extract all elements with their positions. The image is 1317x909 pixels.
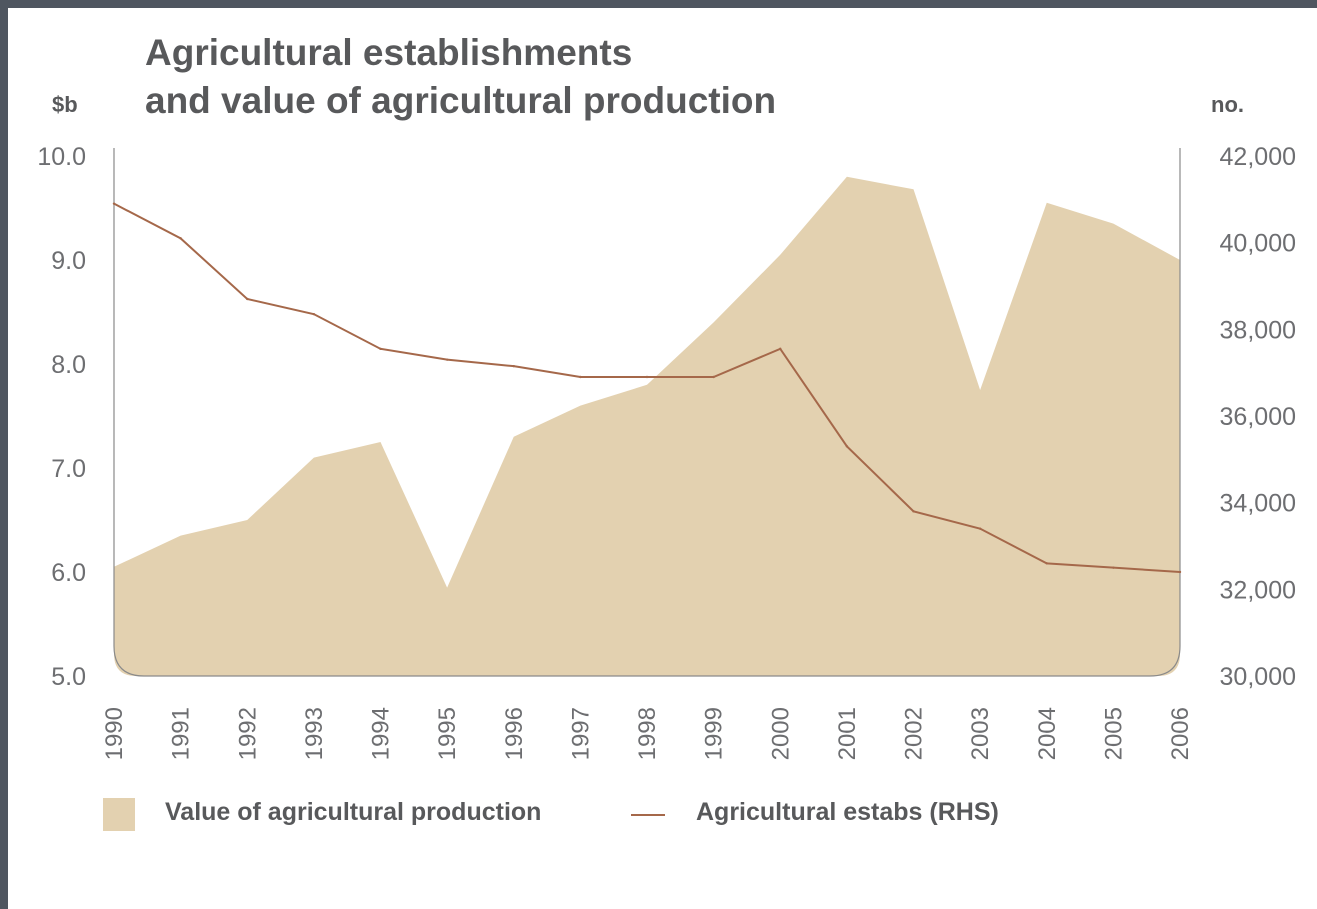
estabs-point xyxy=(1045,562,1048,565)
estabs-point xyxy=(779,347,782,351)
legend-swatch-production xyxy=(103,798,135,831)
estabs-point xyxy=(512,364,515,368)
estabs-point xyxy=(912,510,915,513)
x-tick-label: 1992 xyxy=(234,707,261,760)
right-tick-label: 38,000 xyxy=(1220,316,1296,344)
left-axis-unit: $b xyxy=(52,92,78,117)
estabs-point xyxy=(579,375,582,379)
x-tick-label: 2004 xyxy=(1034,707,1061,760)
x-tick-label: 1993 xyxy=(301,707,328,760)
estabs-point xyxy=(179,237,182,240)
left-tick-label: 9.0 xyxy=(51,247,86,275)
left-tick-label: 10.0 xyxy=(37,143,86,171)
x-tick-label: 1994 xyxy=(368,707,395,760)
estabs-point xyxy=(645,375,649,379)
right-tick-label: 34,000 xyxy=(1220,490,1296,518)
estabs-point xyxy=(246,297,249,301)
estabs-point xyxy=(1178,570,1182,574)
estabs-point xyxy=(312,312,316,316)
estabs-point xyxy=(712,375,715,379)
right-tick-label: 42,000 xyxy=(1220,143,1296,171)
x-tick-label: 2002 xyxy=(901,707,928,760)
production-area xyxy=(114,176,1180,677)
estabs-point xyxy=(1112,566,1115,569)
right-tick-label: 40,000 xyxy=(1220,230,1296,258)
left-tick-label: 8.0 xyxy=(51,351,86,379)
x-tick-label: 1991 xyxy=(168,707,195,760)
left-tick-label: 7.0 xyxy=(51,455,86,483)
estabs-point xyxy=(379,347,382,351)
chart-title-line-2: and value of agricultural production xyxy=(145,80,777,121)
left-tick-label: 6.0 xyxy=(51,559,86,587)
legend-label-production: Value of agricultural production xyxy=(165,798,542,826)
right-tick-label: 36,000 xyxy=(1220,403,1296,431)
estabs-point xyxy=(112,202,116,205)
estabs-point xyxy=(445,358,449,361)
x-tick-label: 2003 xyxy=(967,707,994,760)
x-tick-label: 1996 xyxy=(501,707,528,760)
legend-label-estabs: Agricultural estabs (RHS) xyxy=(696,798,999,826)
right-axis-unit: no. xyxy=(1211,92,1244,117)
x-tick-label: 2005 xyxy=(1100,707,1127,760)
left-tick-label: 5.0 xyxy=(51,663,86,691)
x-tick-label: 1998 xyxy=(634,707,661,760)
x-tick-label: 2006 xyxy=(1167,707,1194,760)
right-tick-label: 32,000 xyxy=(1220,576,1296,604)
x-tick-label: 1990 xyxy=(101,707,128,760)
estabs-point xyxy=(845,445,849,448)
x-tick-label: 1997 xyxy=(567,707,594,760)
x-tick-label: 1999 xyxy=(701,707,728,760)
estabs-point xyxy=(978,527,982,530)
axes-frame xyxy=(113,148,1181,677)
chart-title-line-1: Agricultural establishments xyxy=(145,32,633,73)
right-tick-label: 30,000 xyxy=(1220,663,1296,691)
legend-line-estabs xyxy=(631,814,665,816)
x-tick-label: 1995 xyxy=(434,707,461,760)
x-tick-label: 2000 xyxy=(767,707,794,760)
x-tick-label: 2001 xyxy=(834,707,861,760)
